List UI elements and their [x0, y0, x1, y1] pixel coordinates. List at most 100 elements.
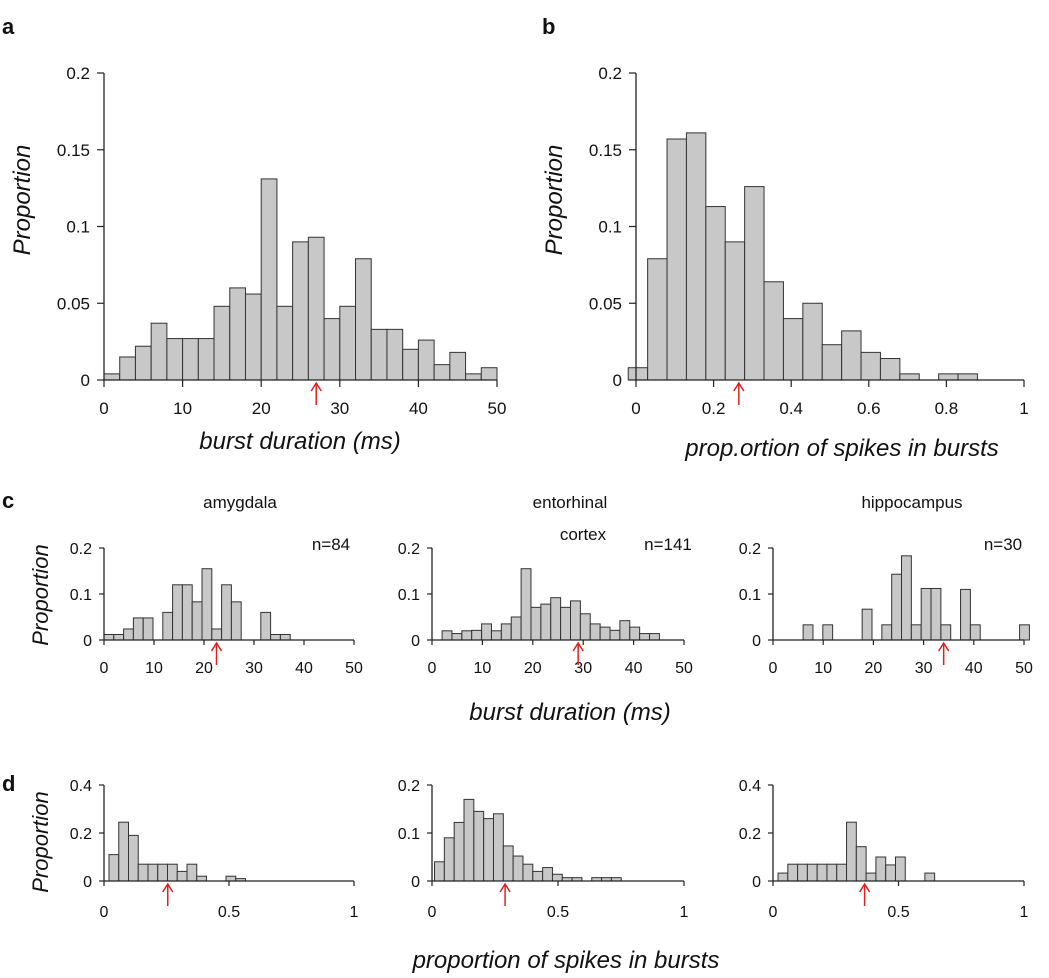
- bar-d2-0: [434, 861, 445, 882]
- y-tick-label-b-0: 0: [613, 371, 622, 390]
- bar-d2-2: [453, 821, 465, 882]
- x-tick-label-a-3: 30: [330, 399, 349, 418]
- bar-a-11: [276, 305, 294, 381]
- x-tick-label-b-4: 0.8: [935, 399, 959, 418]
- bar-a-16: [355, 258, 372, 381]
- y-tick-label-c1-0: 0: [83, 633, 92, 650]
- x-tick-label-d1-0: 0: [100, 904, 109, 921]
- bar-b-16: [938, 373, 959, 381]
- bar-d1-6: [167, 863, 178, 882]
- bar-c2-14: [579, 613, 591, 641]
- y-tick-label-d1-2: 0.4: [70, 778, 92, 795]
- bar-c2-2: [461, 630, 473, 641]
- bar-b-6: [744, 186, 765, 381]
- bar-a-8: [229, 287, 246, 381]
- x-tick-label-c3-0: 0: [769, 660, 778, 677]
- x-tick-label-d2-0: 0: [428, 904, 437, 921]
- y-tick-label-b-3: 0.15: [589, 141, 622, 160]
- bar-d2-10: [532, 870, 544, 882]
- median-arrow-c2: [572, 641, 584, 665]
- x-tick-label-c3-3: 30: [915, 660, 933, 677]
- histogram-d-hippocampus: 0 0.2 0.4 0 0.5 1: [739, 778, 1029, 921]
- bar-d2-5: [483, 818, 494, 882]
- y-tick-label-c3-1: 0.1: [739, 587, 761, 604]
- y-tick-label-d2-1: 0.1: [398, 826, 420, 843]
- bar-c1-9: [191, 601, 203, 641]
- bar-c2-3: [471, 629, 483, 641]
- x-tick-label-d3-1: 0.5: [887, 904, 909, 921]
- bar-a-21: [433, 364, 451, 381]
- y-tick-label-b-4: 0.2: [598, 64, 622, 83]
- x-tick-label-c1-0: 0: [100, 660, 109, 677]
- median-arrow-a: [310, 381, 322, 405]
- y-tick-label-d3-0: 0: [752, 874, 761, 891]
- bar-c1-8: [181, 584, 193, 641]
- bar-d3-15: [924, 872, 936, 882]
- bar-d3-11: [885, 864, 896, 882]
- bar-b-2: [666, 138, 687, 381]
- y-tick-label-d2-0: 0: [411, 874, 420, 891]
- panel-letter-d: d: [2, 771, 15, 796]
- ylabel-b: Proportion: [541, 145, 568, 256]
- bar-c3-17: [969, 624, 981, 641]
- median-arrow-c3: [938, 641, 950, 665]
- bar-a-17: [370, 328, 388, 381]
- bar-c1-17: [270, 633, 281, 641]
- bar-c3-9: [891, 573, 903, 641]
- x-tick-label-d1-1: 0.5: [218, 904, 240, 921]
- bar-d2-1: [443, 837, 455, 882]
- bar-c3-22: [1019, 624, 1030, 641]
- bar-c3-2: [822, 624, 834, 641]
- bar-a-1: [119, 356, 136, 381]
- bar-c2-8: [520, 568, 532, 641]
- bar-a-24: [480, 367, 498, 381]
- xlabel-a: burst duration (ms): [199, 428, 400, 455]
- bar-c2-0: [441, 630, 453, 641]
- bar-a-23: [465, 373, 482, 381]
- title-entorhinal-line2: cortex: [560, 525, 607, 544]
- x-tick-label-c2-2: 20: [524, 660, 542, 677]
- x-tick-label-b-3: 0.6: [857, 399, 881, 418]
- bar-d2-9: [522, 863, 534, 882]
- x-tick-label-c2-4: 40: [625, 660, 643, 677]
- bar-b-11: [841, 330, 862, 381]
- bar-c2-13: [570, 600, 581, 641]
- bar-c3-12: [920, 587, 932, 641]
- x-tick-label-b-5: 1: [1019, 399, 1028, 418]
- bar-d2-7: [502, 845, 514, 882]
- y-tick-label-a-2: 0.1: [66, 218, 90, 237]
- bar-b-7: [763, 281, 784, 381]
- bar-c1-12: [221, 584, 232, 641]
- x-tick-label-c3-4: 40: [965, 660, 983, 677]
- x-tick-label-a-0: 0: [99, 399, 108, 418]
- bar-c2-1: [451, 633, 463, 641]
- bar-d1-9: [196, 875, 207, 882]
- bar-d3-6: [836, 863, 848, 882]
- bar-c2-9: [530, 606, 542, 641]
- bar-c1-11: [211, 628, 223, 641]
- bar-a-2: [134, 345, 152, 381]
- bar-c1-7: [172, 584, 183, 641]
- x-tick-label-d2-2: 1: [680, 904, 689, 921]
- bar-c3-8: [881, 624, 893, 641]
- bar-d3-7: [846, 821, 857, 882]
- bar-d2-8: [512, 855, 524, 882]
- bar-a-15: [339, 305, 357, 381]
- bar-c1-3: [132, 617, 144, 641]
- bar-d1-2: [128, 834, 139, 882]
- bar-d1-1: [118, 821, 129, 882]
- bar-c2-17: [609, 629, 621, 641]
- y-tick-label-a-3: 0.15: [57, 141, 90, 160]
- bar-b-14: [899, 373, 920, 381]
- bar-b-0: [627, 367, 649, 381]
- bar-b-10: [821, 344, 843, 381]
- x-tick-label-d1-2: 1: [350, 904, 359, 921]
- median-arrow-b: [733, 381, 745, 405]
- bar-d3-10: [875, 856, 887, 882]
- bar-b-8: [782, 318, 804, 381]
- x-tick-label-c1-3: 30: [245, 660, 263, 677]
- bar-c2-19: [629, 626, 641, 641]
- bar-c1-6: [162, 611, 174, 641]
- bar-d3-0: [777, 872, 789, 882]
- bar-d1-5: [157, 863, 168, 882]
